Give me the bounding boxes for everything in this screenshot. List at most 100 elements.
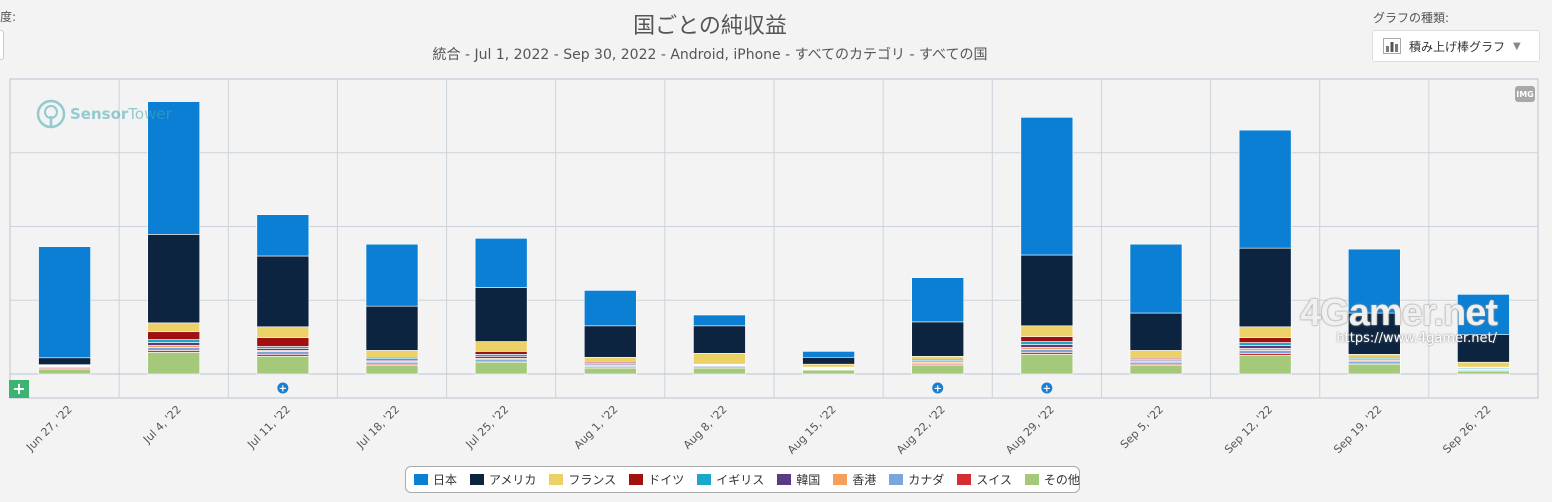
x-tick-label: Aug 15, '22 [785, 403, 839, 457]
bar-segment [256, 326, 310, 338]
bar-segment [1129, 243, 1183, 314]
legend-label: ドイツ [648, 473, 685, 487]
add-annotation-button[interactable]: + [9, 380, 29, 398]
annotation-marker-label: + [934, 384, 942, 395]
bar-segment [147, 347, 201, 351]
legend-swatch [889, 474, 904, 485]
bar-segment [365, 305, 419, 351]
bar-segment [1129, 312, 1183, 351]
legend-item[interactable]: ドイツ [629, 471, 684, 488]
bar-segment [1457, 294, 1510, 335]
bar-segment [256, 255, 310, 328]
bar-segment [1020, 254, 1074, 327]
x-tick-label: Aug 8, '22 [681, 403, 730, 452]
legend-label: アメリカ [489, 473, 537, 487]
bar-segment [1238, 342, 1292, 346]
bar-segment [1129, 350, 1183, 359]
legend-label: イギリス [716, 473, 765, 487]
bar-segment [802, 356, 855, 365]
stacked-bar-chart: Jun 27, '22 Jul 4, '22 Jul 11, '22 Jul 18, … [9, 78, 1539, 457]
annotation-marker-label: + [279, 384, 287, 395]
export-image-button[interactable]: IMG [1515, 86, 1535, 102]
legend-item[interactable]: イギリス [697, 471, 764, 488]
annotation-marker-circle[interactable] [1041, 382, 1053, 394]
legend-item[interactable]: フランス [549, 471, 616, 488]
chart-type-label: グラフの種類: [1373, 11, 1450, 25]
period-label: 度: [0, 10, 17, 24]
x-tick-label: Aug 22, '22 [894, 403, 948, 457]
legend-item[interactable]: アメリカ [470, 471, 536, 488]
bar-segment [1457, 334, 1510, 363]
bar-segment [1347, 354, 1401, 358]
bar-segment [147, 339, 201, 343]
legend-item[interactable]: その他 [1024, 471, 1080, 488]
bar-segment [38, 246, 91, 359]
bar-segment [693, 325, 746, 354]
chart-subtitle: 統合 - Jul 1, 2022 - Sep 30, 2022 - Androi… [432, 47, 988, 63]
annotation-marker-label: + [1043, 384, 1051, 395]
bar-segment [147, 331, 201, 340]
legend-swatch [697, 474, 712, 485]
bar-segment [1457, 370, 1510, 375]
bar-segment [911, 364, 965, 375]
legend-swatch [1024, 474, 1039, 485]
chart-type-value: 積み上げ棒グラフ [1409, 39, 1506, 54]
annotation-marker-circle[interactable] [932, 382, 944, 394]
bar-segment [365, 364, 419, 375]
legend-item[interactable]: 香港 [833, 471, 876, 488]
legend-item[interactable]: スイス [957, 471, 1012, 488]
bar-segment [1238, 337, 1292, 343]
annotation-marker[interactable]: + [277, 382, 289, 395]
bar-segment [1020, 354, 1074, 375]
legend-label: 韓国 [796, 473, 821, 487]
period-select[interactable] [0, 30, 4, 60]
bar-segment [474, 287, 528, 342]
bar-segment [1020, 349, 1074, 353]
chart-type-dropdown[interactable]: 積み上げ棒グラフ ▼ [1372, 30, 1540, 62]
x-tick-label: Sep 12, '22 [1222, 403, 1275, 456]
annotation-marker[interactable]: + [932, 382, 944, 395]
x-tick-label: Aug 1, '22 [572, 403, 621, 452]
chart-title: 国ごとの純収益 [633, 14, 787, 39]
bar-segment [583, 367, 637, 375]
bar-segment [802, 369, 855, 375]
bar-segment [1238, 247, 1292, 328]
legend-label: カナダ [908, 473, 945, 487]
bar-segment [1347, 248, 1401, 314]
bar-segment [1238, 345, 1292, 349]
bar-segment [693, 367, 746, 375]
legend-swatch [414, 474, 428, 485]
x-tick-label: Sep 19, '22 [1331, 403, 1384, 456]
bar-segment [693, 314, 746, 327]
bar-segment [802, 351, 855, 358]
legend-swatch [777, 474, 792, 485]
legend-swatch [470, 474, 485, 485]
stacked-bar-chart-icon [1383, 38, 1401, 54]
legend-item[interactable]: 日本 [414, 471, 457, 488]
bar-segment [256, 355, 310, 375]
chart-legend: 日本 アメリカ フランス ドイツ イギリス 韓国 香港 カナダ スイス その他 [405, 466, 1080, 493]
x-tick-label: Jul 25, '22 [463, 403, 512, 452]
legend-label: スイス [976, 473, 1012, 487]
legend-swatch [833, 474, 848, 485]
annotation-marker[interactable]: + [1041, 382, 1053, 395]
bar-segment [1238, 355, 1292, 375]
chevron-down-icon: ▼ [1513, 40, 1521, 52]
bar-segment [1020, 344, 1074, 348]
bar-segment [1347, 363, 1401, 375]
legend-item[interactable]: 韓国 [777, 471, 820, 488]
bar-segment [583, 356, 637, 363]
x-tick-label: Sep 26, '22 [1440, 403, 1493, 456]
legend-item[interactable]: カナダ [889, 471, 944, 488]
legend-label: 日本 [433, 473, 458, 487]
bar-segment [256, 214, 310, 257]
logo-text-sensor: Sensor [70, 105, 129, 123]
legend-swatch [629, 474, 644, 485]
bar-segment [1457, 361, 1510, 368]
x-tick-label: Jul 4, '22 [140, 403, 184, 447]
annotation-marker-circle[interactable] [277, 382, 289, 394]
bar-segment [1129, 364, 1183, 375]
bar-segment [583, 290, 637, 327]
x-tick-label: Sep 5, '22 [1118, 403, 1166, 451]
watermark-main: 4Gamer.net [1300, 292, 1498, 334]
